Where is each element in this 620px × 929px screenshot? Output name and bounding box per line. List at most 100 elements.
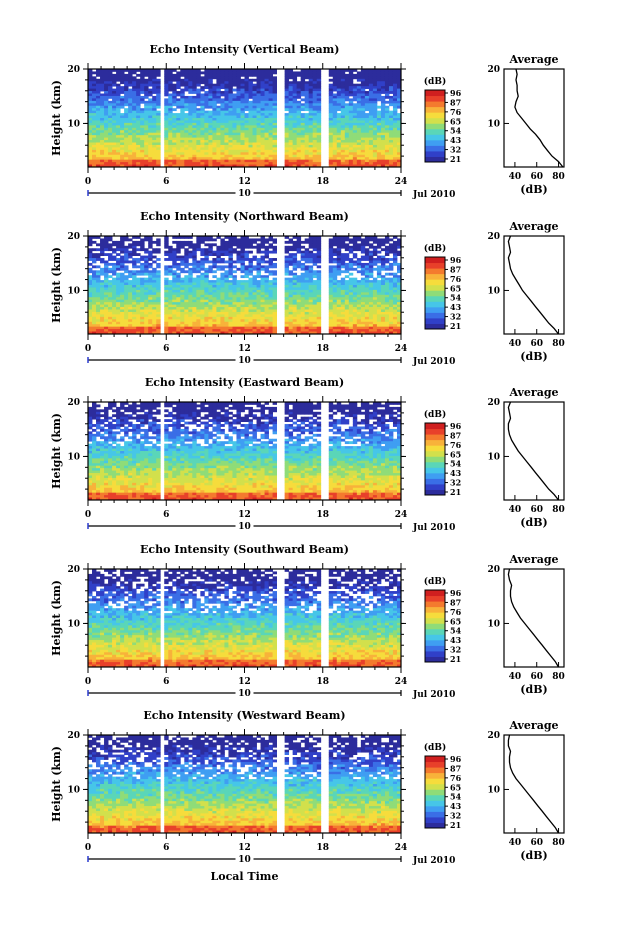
heatmap-cell	[188, 157, 193, 161]
heatmap-cell	[336, 255, 342, 259]
heatmap-cell	[256, 140, 261, 143]
heatmap-cell	[208, 289, 213, 293]
heatmap-cell	[108, 86, 113, 89]
heatmap-cell	[112, 331, 117, 335]
heatmap-cell	[284, 164, 290, 168]
heatmap-cell	[352, 108, 358, 112]
heatmap-cell	[224, 118, 229, 121]
heatmap-cell	[336, 270, 342, 274]
heatmap-cell	[244, 282, 249, 286]
heatmap-cell	[360, 147, 366, 151]
heatmap-cell	[156, 73, 161, 77]
heatmap-cell	[308, 71, 314, 75]
heatmap-cell	[220, 73, 225, 77]
heatmap-cell	[120, 309, 125, 313]
heatmap-cell	[184, 329, 189, 332]
heatmap-cell	[284, 140, 290, 143]
heatmap-cell	[240, 240, 245, 244]
heatmap-cell	[256, 103, 261, 107]
heatmap-cell	[192, 88, 197, 92]
heatmap-cell	[212, 282, 217, 286]
heatmap-cell	[120, 311, 125, 315]
heatmap-cell	[352, 162, 358, 165]
heatmap-cell	[380, 137, 386, 141]
heatmap-cell	[128, 272, 133, 276]
heatmap-cell	[148, 81, 153, 85]
heatmap-cell	[224, 331, 229, 335]
heatmap-cell	[104, 118, 109, 121]
heatmap-cell	[152, 120, 157, 124]
heatmap-cell	[260, 302, 265, 305]
heatmap-cell	[116, 73, 121, 77]
heatmap-cell	[240, 91, 245, 94]
heatmap-cell	[96, 140, 101, 143]
heatmap-cell	[252, 98, 257, 102]
heatmap-cell	[252, 130, 257, 134]
heatmap-cell	[344, 135, 350, 138]
heatmap-cell	[352, 130, 358, 134]
heatmap-cell	[356, 122, 362, 126]
heatmap-cell	[340, 127, 346, 131]
heatmap-cell	[292, 127, 298, 131]
heatmap-cell	[176, 275, 181, 279]
heatmap-cell	[140, 309, 145, 313]
heatmap-cell	[264, 120, 269, 124]
heatmap-cell	[296, 289, 302, 293]
heatmap-cell	[212, 299, 217, 303]
heatmap-cell	[356, 130, 362, 134]
heatmap-cell	[136, 236, 141, 239]
heatmap-cell	[92, 275, 97, 279]
heatmap-cell	[204, 103, 209, 107]
heatmap-cell	[380, 76, 386, 80]
heatmap-cell	[244, 311, 249, 315]
heatmap-cell	[356, 88, 362, 92]
heatmap-cell	[332, 307, 338, 310]
heatmap-cell	[92, 331, 97, 335]
heatmap-cell	[260, 122, 265, 126]
heatmap-cell	[200, 164, 205, 168]
heatmap-cell	[148, 285, 153, 288]
heatmap-cell	[336, 118, 342, 121]
heatmap-cell	[196, 302, 201, 305]
heatmap-cell	[244, 130, 249, 134]
heatmap-cell	[256, 250, 261, 254]
heatmap-cell	[292, 248, 298, 252]
heatmap-cell	[220, 113, 225, 116]
heatmap-cell	[304, 299, 310, 303]
heatmap-cell	[204, 311, 209, 315]
heatmap-cell	[224, 142, 229, 146]
heatmap-cell	[212, 238, 217, 242]
heatmap-cell	[104, 144, 109, 148]
heatmap-cell	[388, 152, 394, 156]
heatmap-cell	[292, 110, 298, 114]
heatmap-cell	[164, 326, 169, 330]
heatmap-cell	[380, 135, 386, 138]
heatmap-cell	[272, 118, 277, 121]
heatmap-cell	[292, 255, 298, 259]
heatmap-cell	[208, 157, 213, 161]
heatmap-cell	[344, 105, 350, 109]
heatmap-cell	[124, 297, 129, 301]
heatmap-cell	[260, 159, 265, 163]
heatmap-cell	[96, 86, 101, 89]
heatmap-cell	[128, 88, 133, 92]
heatmap-cell	[108, 236, 113, 239]
heatmap-cell	[260, 280, 265, 283]
heatmap-cell	[356, 105, 362, 109]
heatmap-cell	[112, 248, 117, 252]
heatmap-cell	[208, 81, 213, 85]
heatmap-cell	[308, 321, 314, 325]
heatmap-cell	[128, 83, 133, 87]
heatmap-cell	[300, 329, 306, 332]
heatmap-cell	[224, 311, 229, 315]
heatmap-cell	[392, 144, 398, 148]
heatmap-cell	[188, 331, 193, 335]
heatmap-cell	[344, 132, 350, 136]
heatmap-cell	[268, 311, 273, 315]
heatmap-cell	[292, 314, 298, 318]
heatmap-cell	[192, 115, 197, 119]
heatmap-cell	[116, 122, 121, 126]
heatmap-cell	[312, 329, 318, 332]
heatmap-cell	[296, 132, 302, 136]
heatmap-cell	[232, 115, 237, 119]
